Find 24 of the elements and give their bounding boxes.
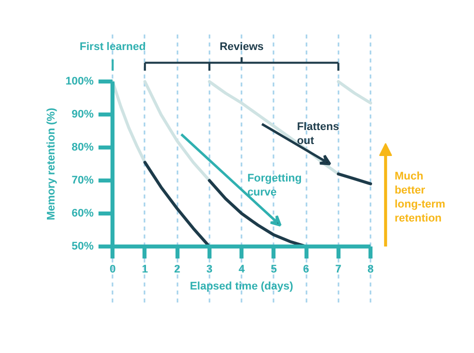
- x-tick-label: 6: [303, 263, 310, 276]
- text: First learned: [80, 40, 146, 53]
- annotation: Flattens out: [296, 121, 340, 148]
- x-tick-label: 4: [238, 263, 246, 276]
- y-axis-title: Memory retention (%): [45, 107, 58, 220]
- line-series: [111, 80, 146, 164]
- x-tick-label: 2: [174, 263, 180, 276]
- annotation: Forgetting curve: [247, 172, 302, 198]
- x-tick-label: 8: [368, 263, 374, 276]
- text: Much better long-term retention: [394, 170, 446, 224]
- y-tick-label: 60%: [72, 207, 94, 220]
- y-tick-label: 100%: [66, 76, 94, 88]
- y-tick-label: 80%: [72, 142, 94, 154]
- x-tick-label: 3: [206, 263, 212, 276]
- x-tick-label: 5: [270, 263, 277, 276]
- y-tick-label: 90%: [72, 108, 94, 121]
- text: Reviews: [220, 40, 264, 53]
- x-tick-label: 7: [335, 263, 342, 276]
- line-series: [143, 80, 211, 182]
- x-tick-label: 0: [110, 263, 116, 276]
- x-axis-title: Elapsed time (days): [190, 280, 294, 292]
- y-tick-label: 70%: [72, 174, 94, 187]
- y-tick-label: 50%: [72, 240, 94, 252]
- x-tick-label: 1: [142, 263, 148, 276]
